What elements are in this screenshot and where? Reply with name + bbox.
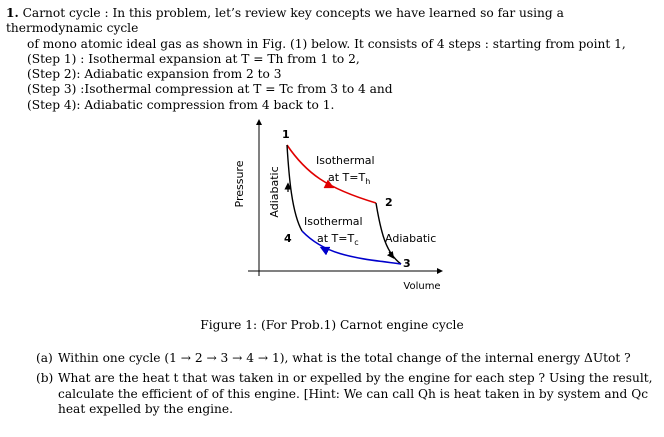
right-adiabat-label: Adiabatic (385, 232, 436, 245)
question-a-label: (a) (36, 351, 53, 365)
step-3: (Step 3) :Isothermal compression at T = … (27, 82, 393, 97)
problem-text: 1. Carnot cycle : In this problem, let’s… (6, 6, 658, 113)
right-adiabat-curve (375, 202, 402, 265)
point-4-label: 4 (284, 232, 292, 245)
y-axis-label: Pressure (233, 160, 246, 207)
cold-isotherm-label-line2: at T=Tc (317, 232, 359, 247)
right-adiabat-arrow (386, 250, 395, 259)
left-adiabat-label: Adiabatic (268, 166, 281, 217)
cold-isotherm-curve (301, 230, 402, 265)
question-b-text: What are the heat t that was taken in or… (58, 371, 653, 417)
problem-number: 1. (6, 6, 19, 20)
intro-line-2: of mono atomic ideal gas as shown in Fig… (27, 36, 626, 51)
question-b: (b) What are the heat t that was taken i… (6, 371, 658, 417)
step-4: (Step 4): Adiabatic compression from 4 b… (27, 97, 335, 112)
question-a-text: Within one cycle (1 → 2 → 3 → 4 → 1), wh… (58, 351, 631, 365)
intro-line-1: 1. Carnot cycle : In this problem, let’s… (6, 6, 564, 36)
hot-isotherm-curve (286, 144, 377, 204)
step-2: (Step 2): Adiabatic expansion from 2 to … (27, 67, 282, 82)
point-2-label: 2 (385, 196, 393, 209)
step-1: (Step 1) : Isothermal expansion at T = T… (27, 51, 360, 66)
point-3-label: 3 (403, 257, 411, 270)
hot-isotherm-label-line1: Isothermal (316, 154, 375, 167)
hot-isotherm-label-line2: at T=Th (328, 171, 370, 186)
point-1-label: 1 (282, 128, 290, 141)
x-axis-label: Volume (403, 281, 440, 292)
question-b-label: (b) (36, 371, 54, 386)
cold-isotherm-arrow (319, 246, 331, 256)
pv-diagram: Pressure Volume 1 2 3 4 Isothermal at T=… (233, 119, 443, 292)
cold-isotherm-label-line1: Isothermal (304, 215, 363, 228)
question-a: (a) Within one cycle (1 → 2 → 3 → 4 → 1)… (6, 351, 658, 366)
left-adiabat-curve (286, 144, 303, 232)
hot-isotherm-arrow (323, 179, 335, 189)
questions: (a) Within one cycle (1 → 2 → 3 → 4 → 1)… (6, 351, 658, 423)
figure-caption: Figure 1: (For Prob.1) Carnot engine cyc… (200, 318, 464, 332)
